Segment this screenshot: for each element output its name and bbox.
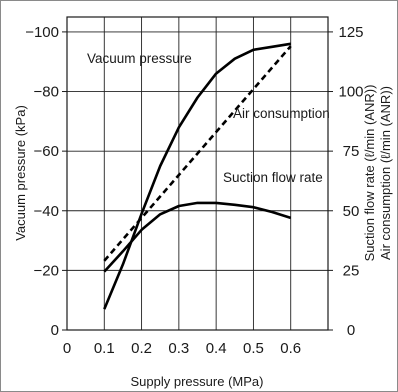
- x-axis-title: Supply pressure (MPa): [131, 374, 264, 389]
- x-tick-label: 0.5: [243, 340, 264, 357]
- left-axis-title: Vacuum pressure (kPa): [13, 105, 28, 241]
- left-tick-label: −100: [25, 24, 59, 41]
- left-tick-label: −40: [34, 203, 59, 220]
- x-tick-label: 0.4: [206, 340, 227, 357]
- x-tick-label: 0.3: [168, 340, 189, 357]
- x-tick-label: 0.2: [131, 340, 152, 357]
- right-tick-label: 25: [343, 262, 360, 279]
- plot-area-border: [66, 16, 329, 331]
- left-tick-label: −20: [34, 262, 59, 279]
- right-axis-title-air: Air consumption (ℓ/min (ANR)): [378, 86, 393, 260]
- right-tick-label: 0: [347, 322, 355, 339]
- x-tick-label: 0.1: [94, 340, 115, 357]
- left-tick-label: −60: [34, 143, 59, 160]
- series-lines: [103, 42, 292, 310]
- label-vacuum-pressure: Vacuum pressure: [87, 51, 192, 66]
- x-tick-label: 0.6: [280, 340, 301, 357]
- grid: [67, 17, 328, 330]
- right-tick-label: 100: [338, 84, 363, 101]
- right-tick-label: 75: [343, 143, 360, 160]
- label-air-consumption: Air consumption: [233, 106, 330, 121]
- left-tick-label: 0: [51, 322, 59, 339]
- right-tick-label: 50: [343, 203, 360, 220]
- label-suction-flow-rate: Suction flow rate: [223, 170, 323, 185]
- series-line-air-consumption: [103, 45, 292, 262]
- right-axis-title-suction: Suction flow rate (ℓ/min (ANR)): [362, 85, 377, 262]
- left-tick-label: −80: [34, 84, 59, 101]
- series-line-suction-flow-rate: [103, 201, 292, 273]
- x-tick-label: 0: [63, 340, 71, 357]
- axis-ticks: 0 0.1 0.2 0.3 0.4 0.5 0.6 0 −20 −40 −60 −80 −100 0 25 5…: [25, 24, 363, 357]
- right-tick-label: 125: [338, 24, 363, 41]
